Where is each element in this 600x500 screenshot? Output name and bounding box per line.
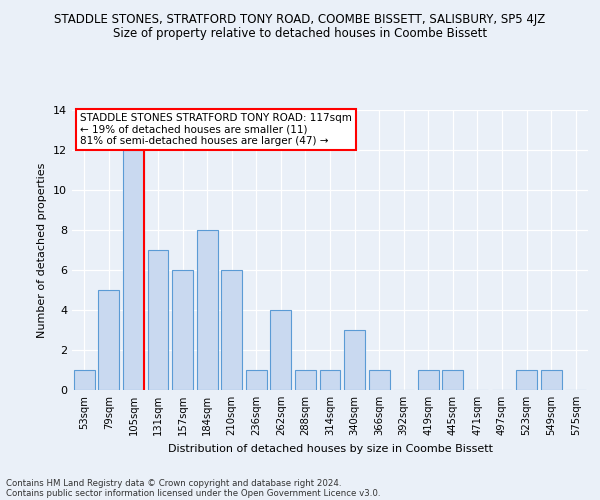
Bar xyxy=(123,150,144,390)
Text: Contains public sector information licensed under the Open Government Licence v3: Contains public sector information licen… xyxy=(6,488,380,498)
Text: STADDLE STONES STRATFORD TONY ROAD: 117sqm
← 19% of detached houses are smaller : STADDLE STONES STRATFORD TONY ROAD: 117s… xyxy=(80,113,352,146)
Text: Contains HM Land Registry data © Crown copyright and database right 2024.: Contains HM Land Registry data © Crown c… xyxy=(6,478,341,488)
Y-axis label: Number of detached properties: Number of detached properties xyxy=(37,162,47,338)
Bar xyxy=(197,230,218,390)
Bar xyxy=(172,270,193,390)
Text: STADDLE STONES, STRATFORD TONY ROAD, COOMBE BISSETT, SALISBURY, SP5 4JZ: STADDLE STONES, STRATFORD TONY ROAD, COO… xyxy=(55,12,545,26)
Bar xyxy=(221,270,242,390)
Bar xyxy=(344,330,365,390)
Bar xyxy=(74,370,95,390)
Bar xyxy=(295,370,316,390)
Bar xyxy=(368,370,389,390)
Bar xyxy=(516,370,537,390)
X-axis label: Distribution of detached houses by size in Coombe Bissett: Distribution of detached houses by size … xyxy=(167,444,493,454)
Bar xyxy=(442,370,463,390)
Bar xyxy=(418,370,439,390)
Bar xyxy=(98,290,119,390)
Bar xyxy=(271,310,292,390)
Bar xyxy=(148,250,169,390)
Bar xyxy=(320,370,340,390)
Bar xyxy=(246,370,267,390)
Bar xyxy=(541,370,562,390)
Text: Size of property relative to detached houses in Coombe Bissett: Size of property relative to detached ho… xyxy=(113,28,487,40)
